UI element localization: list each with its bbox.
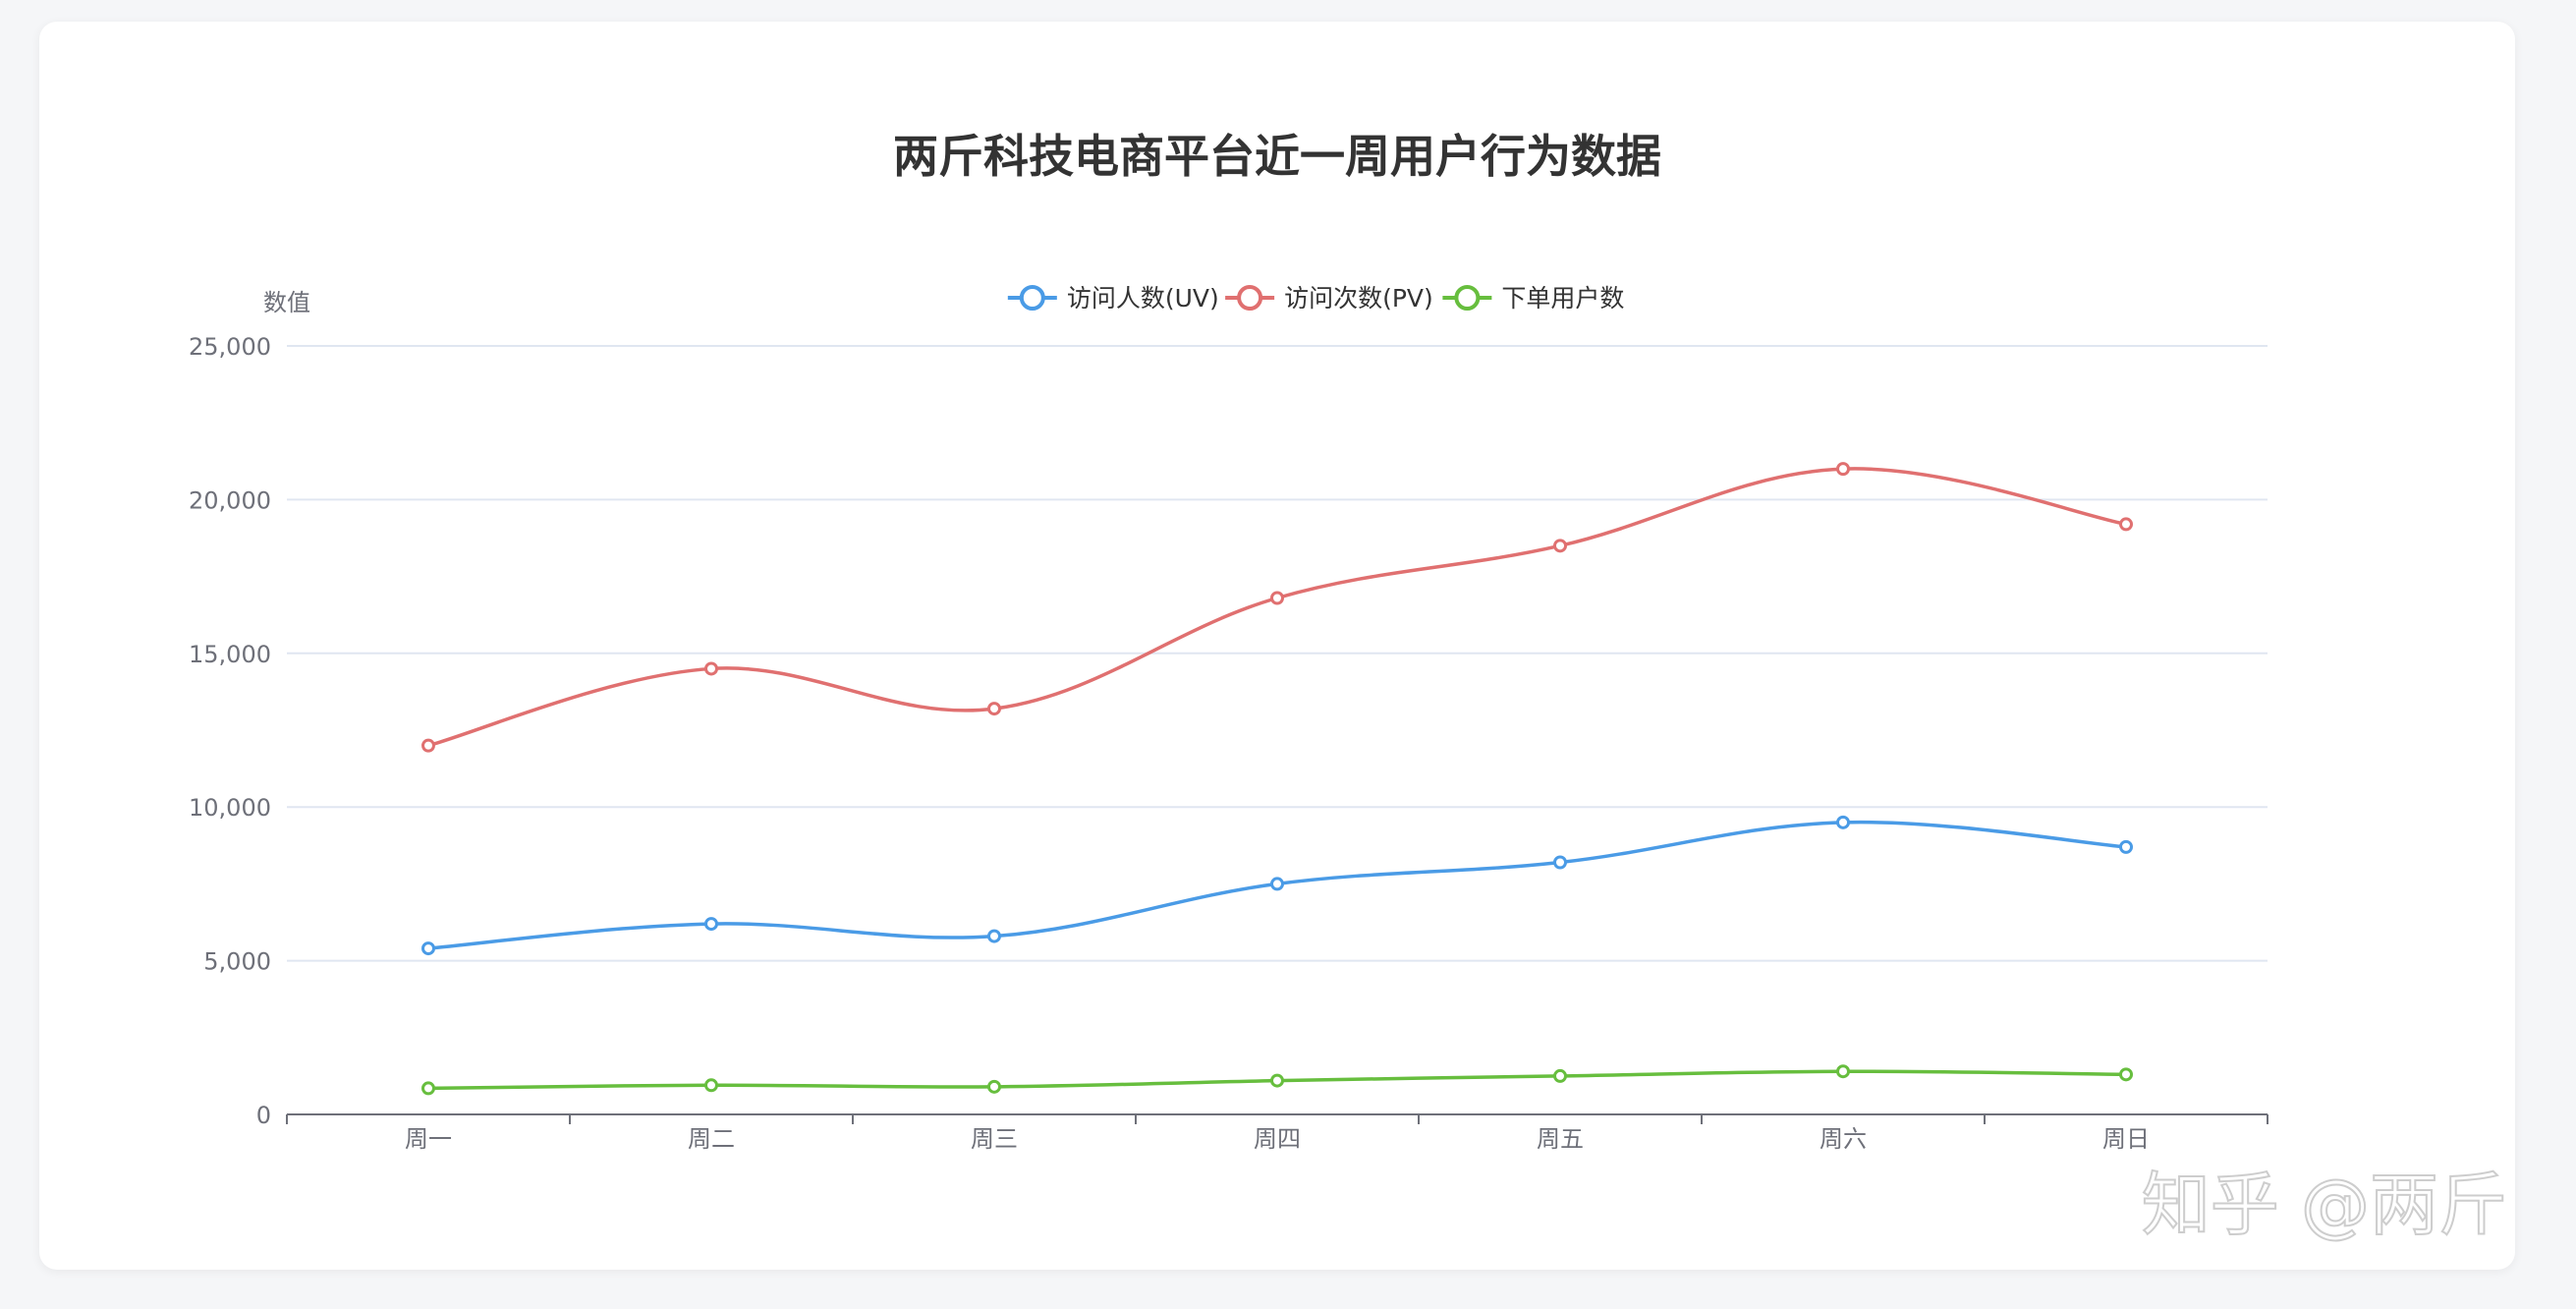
series-layer [421, 462, 2133, 1096]
legend-label: 下单用户数 [1501, 284, 1624, 313]
grid-lines [287, 345, 2268, 962]
data-point[interactable] [2119, 839, 2133, 854]
x-tick-label: 周一 [405, 1125, 452, 1153]
series-group [421, 462, 2133, 753]
y-axis-label: 数值 [263, 289, 310, 316]
series-group [421, 1064, 2133, 1096]
data-point[interactable] [1553, 1068, 1567, 1083]
data-point[interactable] [704, 661, 718, 676]
data-point[interactable] [2119, 1067, 2133, 1082]
x-axis: 周一 周二 周三 周四 周五 周六 周日 [286, 1113, 2268, 1153]
y-tick-label: 25,000 [189, 333, 271, 361]
y-tick-label: 0 [256, 1102, 271, 1129]
series-line [427, 467, 2127, 748]
data-point[interactable] [1836, 462, 1850, 477]
series-group [421, 815, 2133, 956]
y-axis-ticks: 0 5,000 10,000 15,000 20,000 25,000 [189, 333, 271, 1129]
y-tick-label: 5,000 [203, 948, 271, 976]
data-point[interactable] [1553, 539, 1567, 553]
data-point[interactable] [987, 702, 1001, 716]
data-point[interactable] [421, 941, 435, 956]
x-tick-label: 周二 [688, 1125, 735, 1153]
legend-item[interactable]: 下单用户数 [1442, 284, 1624, 313]
data-point[interactable] [1270, 1073, 1284, 1088]
data-point[interactable] [1553, 855, 1567, 870]
data-point[interactable] [421, 738, 435, 753]
x-tick-label: 周三 [971, 1125, 1018, 1153]
data-point[interactable] [704, 1078, 718, 1093]
legend-marker-icon [1237, 285, 1263, 311]
watermark-logo: 知乎 @两斤 [2142, 1165, 2507, 1245]
data-point[interactable] [1836, 815, 1850, 829]
x-tick-label: 周五 [1537, 1125, 1584, 1153]
chart-legend: 访问人数(UV) 访问次数(PV) 下单用户数 [1007, 284, 1624, 313]
data-point[interactable] [1270, 877, 1284, 891]
y-tick-label: 20,000 [189, 486, 271, 514]
chart-card [39, 22, 2515, 1270]
legend-marker-icon [1019, 285, 1045, 311]
chart-title: 两斤科技电商平台近一周用户行为数据 [893, 130, 1661, 183]
data-point[interactable] [2119, 517, 2133, 532]
legend-item[interactable]: 访问人数(UV) [1007, 284, 1219, 313]
y-tick-label: 15,000 [189, 641, 271, 668]
data-point[interactable] [1836, 1064, 1850, 1079]
data-point[interactable] [987, 929, 1001, 943]
data-point[interactable] [704, 917, 718, 932]
y-tick-label: 10,000 [189, 794, 271, 822]
legend-label: 访问人数(UV) [1067, 284, 1219, 313]
legend-item[interactable]: 访问次数(PV) [1225, 284, 1433, 313]
x-tick-label: 周日 [2102, 1125, 2150, 1153]
x-tick-label: 周四 [1254, 1125, 1301, 1153]
legend-marker-icon [1454, 285, 1481, 311]
x-tick-label: 周六 [1820, 1125, 1867, 1153]
data-point[interactable] [987, 1079, 1001, 1094]
data-point[interactable] [1270, 591, 1284, 605]
data-point[interactable] [421, 1081, 435, 1096]
legend-label: 访问次数(PV) [1284, 284, 1433, 313]
